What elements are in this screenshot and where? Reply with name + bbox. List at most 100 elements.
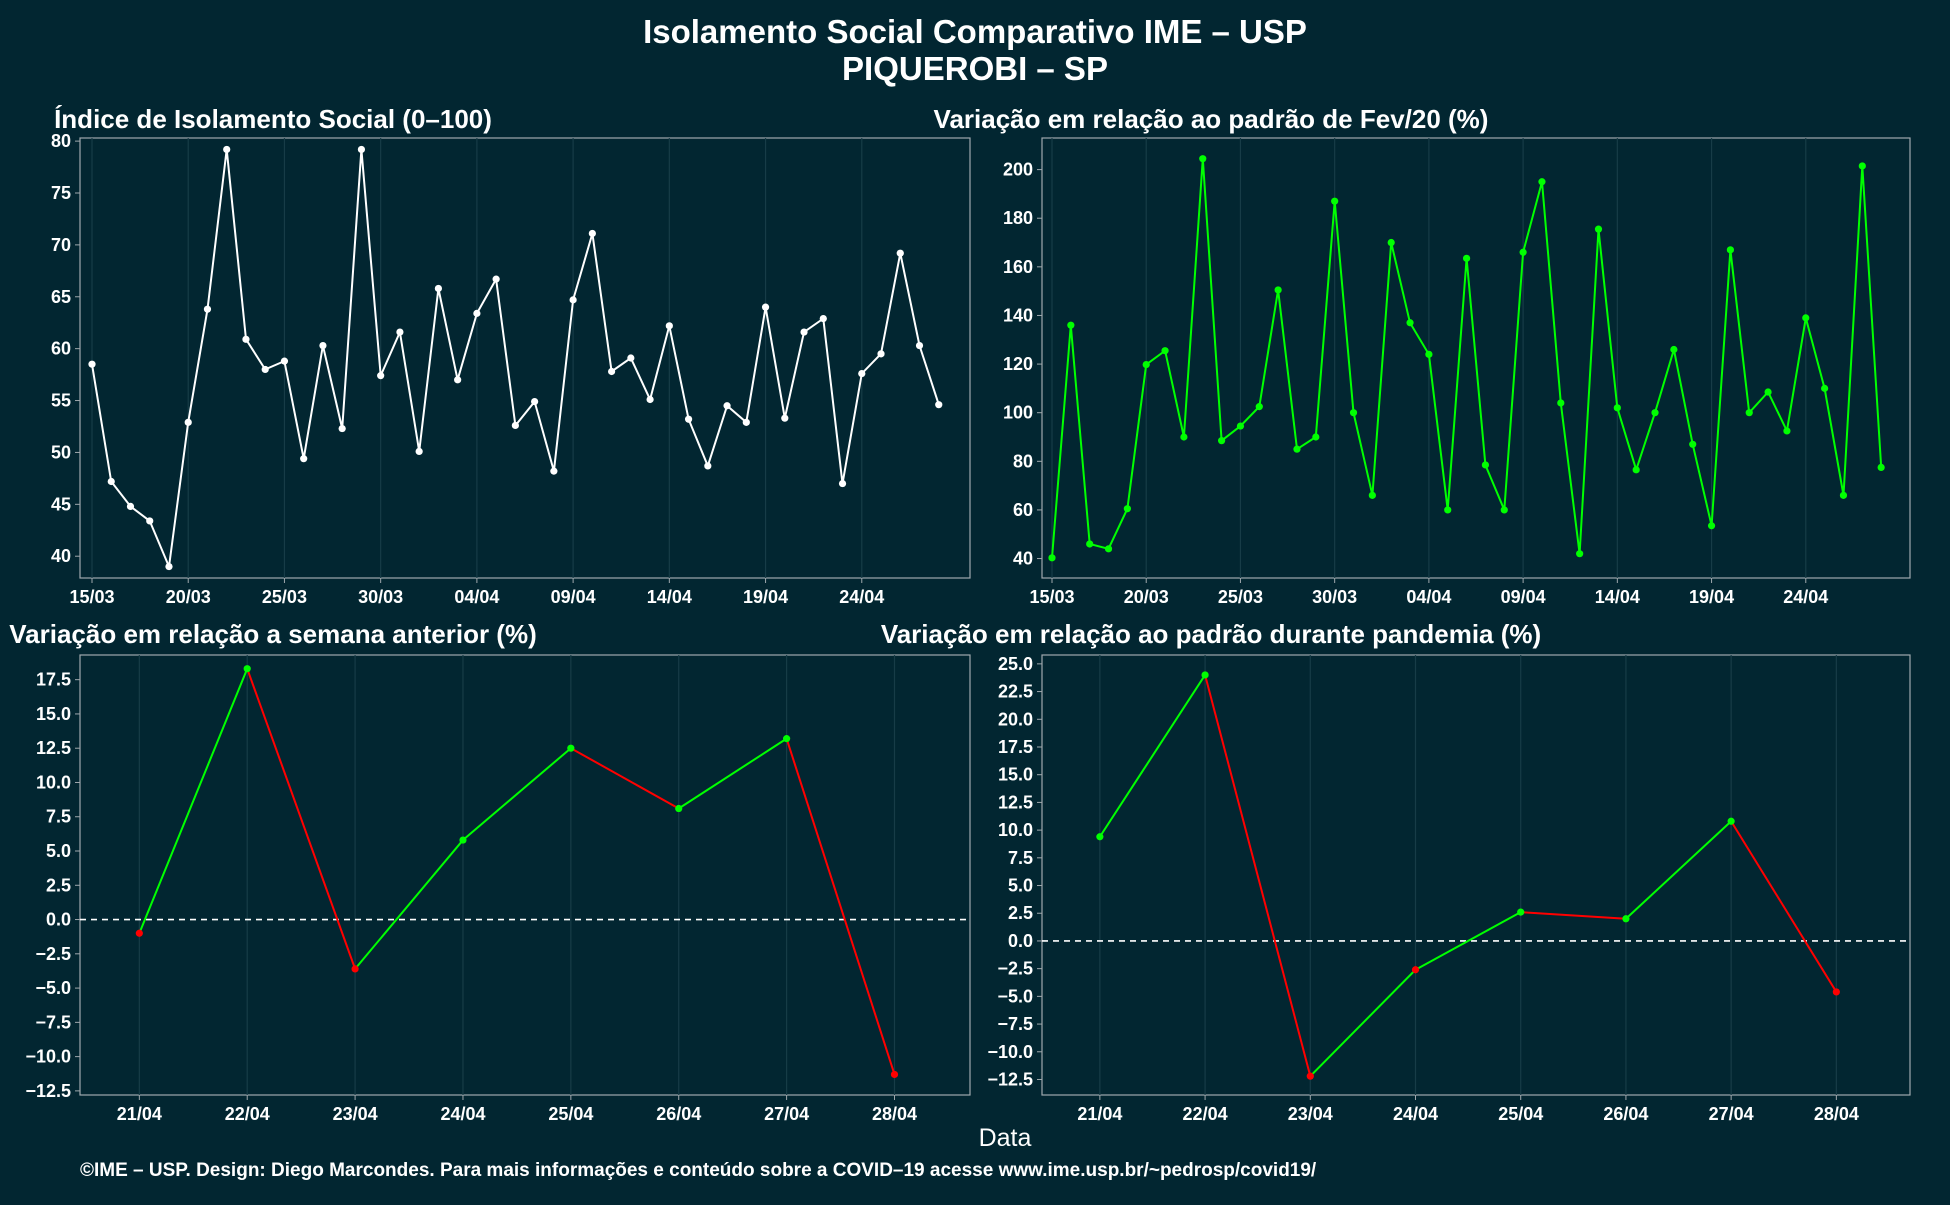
data-point [838, 479, 847, 488]
data-point [1517, 908, 1525, 916]
y-tick-label: 120 [1003, 354, 1033, 374]
data-point [1670, 345, 1678, 354]
x-tick-label: 30/03 [358, 587, 403, 607]
data-point [1368, 491, 1376, 499]
y-tick-label: 17.5 [36, 670, 71, 690]
data-point [531, 397, 539, 406]
data-point [627, 354, 635, 362]
x-tick-label: 15/03 [69, 587, 114, 607]
x-tick-label: 09/04 [551, 587, 596, 607]
x-tick-label: 27/04 [1709, 1104, 1754, 1124]
data-point [165, 562, 173, 571]
y-tick-label: 80 [1013, 451, 1033, 471]
y-tick-label: 70 [51, 235, 71, 255]
series-segment [1309, 969, 1417, 1077]
series-segment [1625, 820, 1732, 920]
data-point [1821, 384, 1829, 392]
y-tick-label: 10.0 [36, 772, 71, 792]
figure-title-line1: Isolamento Social Comparativo IME – USP [643, 13, 1307, 50]
y-tick-label: 12.5 [36, 738, 71, 758]
data-point [781, 414, 789, 422]
data-point [1858, 162, 1866, 170]
data-point [1519, 248, 1527, 256]
data-point [1312, 433, 1320, 441]
y-tick-label: 60 [51, 339, 71, 359]
x-tick-label: 28/04 [872, 1104, 917, 1124]
data-point [1462, 254, 1471, 262]
series-segment [1415, 911, 1522, 971]
series-segment [462, 747, 572, 841]
data-point [723, 402, 731, 410]
y-tick-label: 2.5 [1008, 903, 1033, 923]
data-point [1613, 404, 1621, 412]
y-tick-label: 5.0 [46, 841, 71, 861]
y-tick-label: −12.5 [987, 1069, 1033, 1089]
x-tick-label: 15/03 [1029, 587, 1074, 607]
data-point [396, 328, 404, 336]
data-point [1180, 433, 1188, 441]
data-point [588, 229, 596, 238]
data-point [608, 367, 616, 376]
series-segment [246, 668, 357, 970]
y-tick-label: −5.0 [35, 978, 71, 998]
data-point [242, 335, 250, 343]
data-point [1306, 1072, 1314, 1080]
series-segment [1520, 911, 1626, 920]
x-tick-label: 19/04 [1689, 587, 1734, 607]
data-point [1802, 314, 1810, 322]
y-tick-label: −7.5 [997, 1014, 1033, 1034]
x-tick-label: 25/03 [262, 587, 307, 607]
x-tick-label: 21/04 [1077, 1104, 1122, 1124]
y-tick-label: 0.0 [46, 910, 71, 930]
series-segment [1730, 820, 1838, 993]
data-point [1201, 671, 1209, 679]
footer-credit: ©IME – USP. Design: Diego Marcondes. Par… [80, 1160, 1317, 1181]
data-point [665, 322, 673, 330]
data-point [1832, 988, 1840, 996]
y-tick-label: 40 [1013, 549, 1033, 569]
data-point [1199, 155, 1207, 163]
data-point [1632, 466, 1640, 474]
x-tick-label: 21/04 [117, 1104, 162, 1124]
x-tick-label: 23/04 [1288, 1104, 1333, 1124]
data-point [300, 455, 308, 463]
data-point [107, 477, 115, 486]
data-point [1500, 506, 1508, 514]
data-point [1123, 505, 1131, 513]
x-tick-label: 28/04 [1814, 1104, 1859, 1124]
y-tick-label: 40 [51, 546, 71, 566]
data-point [1727, 817, 1735, 825]
y-tick-label: 0.0 [1008, 931, 1033, 951]
series-segment [1099, 674, 1206, 838]
panel-isolation-index: 15/03 20/03 25/03 30/03 04/04 09/04 14/04 19/04… [51, 131, 971, 607]
x-tick-label: 24/04 [440, 1104, 485, 1124]
data-point [243, 665, 251, 673]
data-point [1557, 399, 1565, 407]
x-tick-label: 24/04 [839, 587, 884, 607]
data-point [1444, 506, 1452, 514]
plot-area [79, 654, 971, 1096]
data-point [459, 836, 467, 844]
data-point [146, 517, 154, 525]
panel-4-title: Variação em relação ao padrão durante pa… [881, 619, 1541, 649]
data-point [434, 284, 442, 293]
y-tick-label: 80 [51, 131, 71, 151]
x-tick-label: 23/04 [333, 1104, 378, 1124]
y-tick-label: −2.5 [997, 959, 1033, 979]
data-point [896, 249, 904, 257]
y-tick-label: 160 [1003, 257, 1033, 277]
x-tick-label: 20/03 [166, 587, 211, 607]
data-point [1594, 225, 1603, 233]
data-point [1411, 966, 1420, 974]
data-point [1096, 833, 1104, 841]
x-tick-label: 27/04 [764, 1104, 809, 1124]
data-point [783, 735, 791, 743]
y-tick-label: 7.5 [1008, 848, 1033, 868]
data-point [1651, 409, 1659, 417]
y-tick-label: 50 [51, 442, 71, 462]
y-tick-label: 200 [1003, 160, 1033, 180]
data-point [742, 418, 750, 426]
y-tick-label: −2.5 [35, 944, 71, 964]
